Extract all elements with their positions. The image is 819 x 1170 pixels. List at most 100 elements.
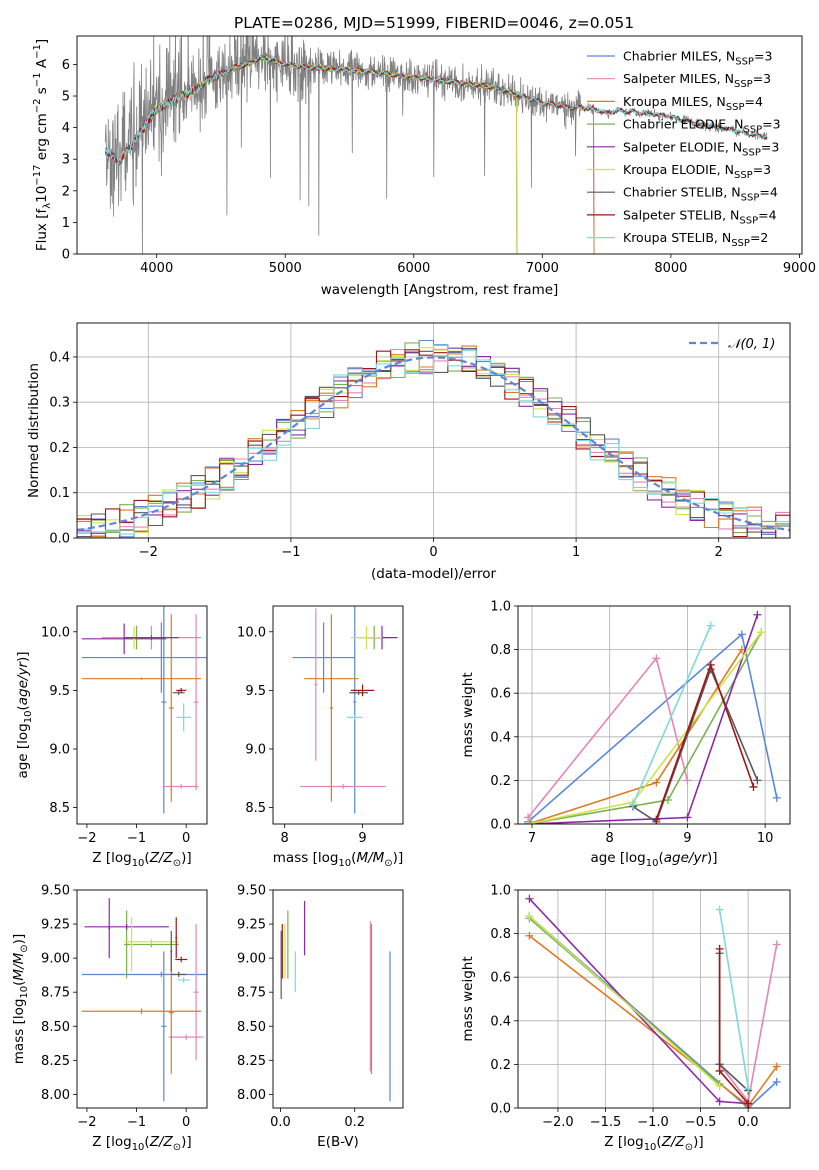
- label-part: SSP: [743, 125, 762, 136]
- y-tick-label: 4: [62, 121, 70, 136]
- spectrum-panel: 4000 5000 6000 7000 8000 9000 0 1 2 3 4 5 6 Chabrier …: [32, 35, 816, 298]
- label-part: Flux [f: [34, 208, 50, 252]
- residuals-data-layer: [77, 339, 790, 538]
- weight-marker: [683, 813, 692, 822]
- y-tick-label: 0.4: [49, 350, 70, 365]
- label-part: s: [34, 87, 50, 98]
- y-tick-label: 1.0: [490, 884, 511, 899]
- x-tick-label: 0: [429, 545, 437, 560]
- label-part: )]: [393, 850, 404, 866]
- y-tick-label: 0.2: [49, 441, 70, 456]
- weight-marker: [706, 621, 715, 630]
- y-tick-label: 8.25: [41, 1054, 70, 1069]
- y-tick-label: 8.50: [41, 1020, 70, 1035]
- label-part: SSP: [742, 147, 761, 158]
- x-tick-label: 10: [757, 831, 774, 846]
- weight-marker: [737, 645, 746, 654]
- label-part: )]: [11, 934, 27, 945]
- x-tick-label: 0: [182, 831, 190, 846]
- y-tick-label: 8.00: [41, 1088, 70, 1103]
- x-tick-label: −0.5: [685, 1115, 717, 1130]
- spectrum-ylabel: Flux [fλ10−17 erg cm−2 s−1 A−1]: [32, 39, 53, 251]
- y-tick-label: 0.4: [490, 1014, 511, 1029]
- y-tick-label: 0.8: [490, 643, 511, 658]
- label-part: =3: [762, 117, 780, 132]
- label-part: (: [11, 981, 27, 986]
- y-tick-label: 8.5: [245, 801, 266, 816]
- x-tick-label: 6000: [397, 261, 430, 276]
- residual-histogram-line: [77, 342, 790, 538]
- weight-series-line: [528, 898, 749, 1105]
- y-tick-label: 0.0: [490, 1102, 511, 1117]
- label-part: SSP: [734, 170, 753, 181]
- model-spectrum-line: [104, 55, 768, 167]
- ebv-mass-data-layer: [280, 900, 391, 1102]
- label-part: erg cm: [34, 113, 50, 164]
- y-tick-label: 6: [62, 58, 70, 73]
- weight-series-line: [632, 625, 712, 805]
- legend-entry: Chabrier ELODIE, NSSP=3: [623, 117, 781, 136]
- axes-frame: [76, 35, 803, 255]
- label-part: mass [log: [11, 999, 27, 1065]
- x-tick-label: 9: [683, 831, 691, 846]
- z-weight-panel: −2.0 −1.5 −1.0 −0.5 0.0 0.0 0.2 0.4 0.6 0.8 1.0 Z […: [460, 884, 791, 1153]
- y-tick-label: 0.0: [49, 532, 70, 547]
- y-tick-label: 9.00: [41, 952, 70, 967]
- weight-marker: [753, 776, 762, 785]
- normal-curve-line: [77, 356, 790, 532]
- label-part: )]: [181, 850, 192, 866]
- age-weight-ylabel: mass weight: [460, 672, 476, 757]
- label-part: =4: [758, 207, 776, 222]
- legend-entry: Chabrier MILES, NSSP=3: [623, 49, 772, 68]
- weight-series-line: [528, 915, 721, 1087]
- legend-entry: Kroupa ELODIE, NSSP=3: [623, 162, 771, 181]
- z-age-panel: −2 −1 08.59.09.510.0Z [log10(Z/Z⊙)]age [lo…: [15, 605, 208, 869]
- y-tick-label: 10.0: [41, 625, 70, 640]
- y-tick-label: 9.25: [41, 918, 70, 933]
- y-tick-label: 8.50: [237, 1020, 266, 1035]
- label-part: M/M: [11, 952, 27, 980]
- label-part: ⊙: [173, 1142, 181, 1153]
- y-tick-label: 0.1: [49, 486, 70, 501]
- label-part: Z [log: [92, 1134, 131, 1150]
- label-part: age [log: [15, 723, 31, 778]
- age-weight-xlabel: age [log10(age/yr)]: [590, 850, 717, 869]
- x-tick-label: 7000: [526, 261, 559, 276]
- y-tick-label: 9.50: [237, 884, 266, 899]
- x-tick-label: −2: [77, 1115, 96, 1130]
- x-tick-label: −2: [77, 831, 96, 846]
- label-part: (: [351, 850, 356, 866]
- weight-marker: [629, 800, 638, 809]
- x-tick-label: 7: [528, 831, 536, 846]
- y-tick-label: 0.8: [490, 927, 511, 942]
- x-tick-label: 8: [281, 831, 289, 846]
- x-tick-label: 0.2: [344, 1115, 365, 1130]
- label-part: Z/Z: [149, 1134, 174, 1150]
- weight-marker: [715, 1082, 724, 1091]
- label-part: Kroupa STELIB, N: [623, 230, 731, 245]
- label-part: Salpeter ELODIE, N: [623, 139, 742, 154]
- weight-marker: [772, 793, 781, 802]
- label-part: SSP: [741, 193, 760, 204]
- x-tick-label: 8: [606, 831, 614, 846]
- axes-frame: [76, 605, 208, 825]
- y-tick-label: 0.2: [490, 774, 511, 789]
- weight-marker: [772, 1062, 781, 1071]
- weight-marker: [772, 940, 781, 949]
- label-part: 10: [34, 186, 50, 203]
- y-tick-label: 8.75: [237, 986, 266, 1001]
- y-tick-label: 0.0: [490, 818, 511, 833]
- label-part: =4: [745, 94, 763, 109]
- label-part: =4: [759, 185, 777, 200]
- label-part: SSP: [739, 215, 758, 226]
- weight-marker: [744, 1084, 753, 1093]
- y-tick-label: 9.0: [49, 742, 70, 757]
- weight-marker: [652, 654, 661, 663]
- ebv-mass-panel: 0.0 0.2 8.00 8.25 8.50 8.75 9.00 9.25 9.50 E(B-V): [237, 884, 404, 1150]
- x-tick-label: −1: [281, 545, 300, 560]
- label-part: (: [144, 1134, 149, 1150]
- label-part: age/yr: [664, 850, 709, 866]
- legend-entry: Salpeter ELODIE, NSSP=3: [623, 139, 779, 158]
- label-part: Z [log: [604, 1134, 643, 1150]
